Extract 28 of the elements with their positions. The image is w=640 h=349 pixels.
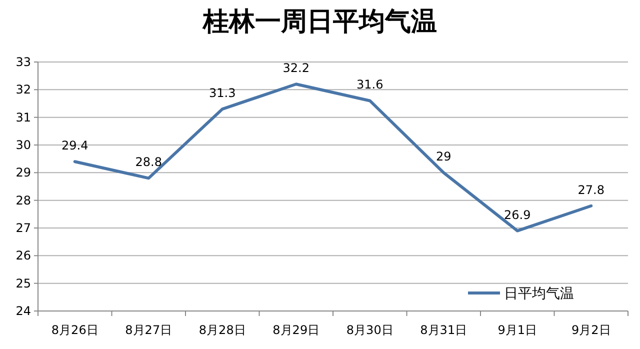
x-tick-label: 9月1日 <box>498 323 538 337</box>
y-tick-label: 31 <box>16 110 31 124</box>
x-tick-label: 8月30日 <box>346 323 394 337</box>
data-label: 29.4 <box>62 138 88 153</box>
chart-title: 桂林一周日平均气温 <box>202 7 437 37</box>
y-tick-label: 33 <box>16 55 31 69</box>
y-tick-label: 25 <box>16 276 31 290</box>
y-tick-label: 26 <box>16 248 31 263</box>
x-tick-label: 8月26日 <box>51 323 98 337</box>
x-tick-label: 8月31日 <box>420 323 468 337</box>
x-tick-label: 8月29日 <box>272 323 320 337</box>
data-label: 27.8 <box>578 182 604 197</box>
data-label: 28.8 <box>135 155 162 170</box>
y-tick-label: 30 <box>16 138 31 152</box>
y-tick-label: 27 <box>16 221 31 235</box>
data-label: 32.2 <box>282 61 310 76</box>
data-label: 26.9 <box>504 208 531 222</box>
data-label: 31.3 <box>209 86 236 100</box>
data-label: 31.6 <box>356 78 384 92</box>
y-tick-label: 24 <box>16 304 31 318</box>
y-tick-label: 29 <box>16 166 31 180</box>
x-tick-label: 8月27日 <box>125 323 172 337</box>
x-tick-label: 9月2日 <box>571 323 611 337</box>
x-tick-label: 8月28日 <box>198 323 246 337</box>
y-tick-label: 32 <box>16 82 31 97</box>
data-label: 29 <box>436 150 452 164</box>
legend-label: 日平均气温 <box>504 286 574 302</box>
y-tick-label: 28 <box>16 193 31 208</box>
